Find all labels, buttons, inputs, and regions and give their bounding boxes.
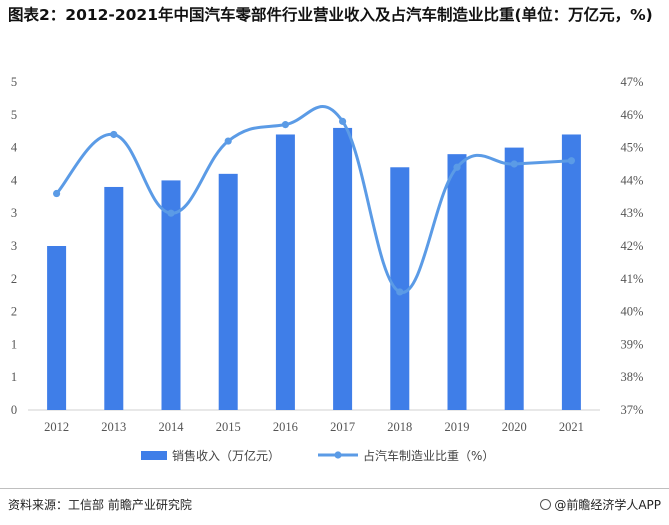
legend-line-label: 占汽车制造业比重（%）	[363, 448, 494, 463]
left-tick-label: 4	[11, 141, 18, 155]
bar-series	[47, 127, 581, 411]
line-point	[224, 137, 232, 145]
brand-credit: @前瞻经济学人APP	[540, 496, 661, 513]
line-series	[55, 105, 572, 294]
left-tick-label: 1	[11, 370, 17, 384]
line-point	[339, 117, 347, 125]
x-tick-label: 2013	[101, 420, 126, 434]
left-tick-label: 5	[11, 75, 17, 89]
left-tick-label: 3	[11, 239, 17, 253]
x-tick-label: 2015	[216, 420, 241, 434]
x-tick-label: 2018	[387, 420, 412, 434]
bar	[504, 147, 524, 410]
brand-logo-icon	[540, 499, 552, 510]
chart-title: 图表2：2012-2021年中国汽车零部件行业营业收入及占汽车制造业比重(单位：…	[8, 6, 653, 24]
line-point	[110, 130, 118, 139]
bar	[104, 186, 124, 410]
line-point	[453, 163, 461, 171]
left-tick-label: 2	[11, 272, 17, 286]
bar	[275, 134, 295, 411]
x-axis: 2012 2013 2014 2015 2016 2017 2018 2019 2020 2021	[44, 420, 584, 434]
bar	[561, 134, 581, 411]
bar	[218, 173, 238, 410]
right-tick-label: 43%	[621, 206, 644, 220]
legend: 销售收入（万亿元） 占汽车制造业比重（%）	[141, 448, 494, 463]
right-tick-label: 44%	[621, 173, 644, 187]
right-tick-label: 41%	[621, 272, 644, 286]
x-tick-label: 2017	[330, 420, 355, 434]
left-tick-label: 0	[11, 403, 17, 417]
bar	[333, 127, 353, 411]
source-note: 资料来源：工信部 前瞻产业研究院	[8, 498, 192, 512]
left-tick-label: 1	[11, 337, 17, 351]
bar	[447, 154, 467, 410]
right-tick-label: 46%	[621, 108, 644, 122]
line-point	[281, 121, 289, 129]
line-point	[510, 160, 518, 168]
left-tick-label: 5	[11, 108, 17, 122]
left-tick-label: 3	[11, 206, 17, 220]
left-axis: 0 1 1 2 2 3 3 4 4 5 5	[11, 75, 18, 417]
right-tick-label: 40%	[621, 305, 644, 319]
line-point	[396, 288, 404, 296]
legend-line-marker	[334, 451, 342, 459]
x-tick-label: 2012	[44, 420, 69, 434]
left-tick-label: 2	[11, 305, 17, 319]
brand-text: @前瞻经济学人APP	[554, 498, 661, 512]
x-tick-label: 2014	[159, 420, 185, 434]
line-point	[167, 209, 175, 217]
right-tick-label: 38%	[621, 370, 644, 384]
footer: 资料来源：工信部 前瞻产业研究院 @前瞻经济学人APP	[0, 488, 669, 525]
x-tick-label: 2016	[273, 420, 298, 434]
line-points	[53, 117, 576, 296]
bar	[161, 180, 181, 410]
line-point	[567, 157, 576, 165]
x-tick-label: 2020	[502, 420, 527, 434]
x-tick-label: 2021	[559, 420, 584, 434]
right-tick-label: 37%	[621, 403, 644, 417]
bar	[47, 246, 67, 410]
line-point	[53, 189, 61, 198]
left-tick-label: 4	[11, 173, 18, 187]
legend-bar-swatch	[141, 451, 167, 460]
combo-chart: 0 1 1 2 2 3 3 4 4 5 5 37% 38% 39% 40% 41% 42% 43% 44% 45% 4…	[11, 75, 644, 463]
right-tick-label: 42%	[621, 239, 644, 253]
right-tick-label: 39%	[621, 337, 644, 351]
right-axis: 37% 38% 39% 40% 41% 42% 43% 44% 45% 46% 47%	[621, 75, 644, 417]
right-tick-label: 45%	[621, 141, 644, 155]
right-tick-label: 47%	[621, 75, 644, 89]
legend-bar-label: 销售收入（万亿元）	[172, 448, 280, 463]
x-tick-label: 2019	[445, 420, 470, 434]
